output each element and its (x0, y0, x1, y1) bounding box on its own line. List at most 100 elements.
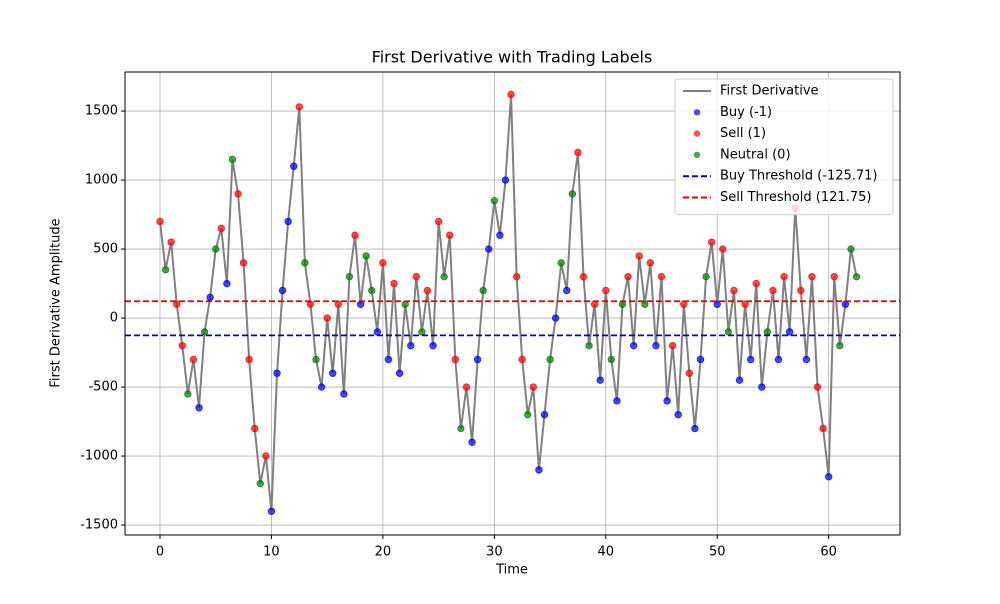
label-point (256, 479, 264, 488)
label-point (429, 341, 437, 350)
label-point (290, 162, 298, 170)
label-point (239, 259, 248, 267)
derivative-line (159, 94, 858, 512)
label-point (167, 238, 175, 246)
label-point (752, 279, 760, 288)
label-point (696, 355, 705, 364)
label-point (702, 272, 710, 281)
label-point (719, 245, 727, 253)
label-point (245, 355, 253, 364)
label-point (262, 452, 270, 460)
y-tick-label: 1500 (85, 104, 118, 119)
label-point (847, 245, 855, 253)
label-point (646, 259, 655, 267)
label-point (312, 355, 320, 364)
label-point (512, 272, 521, 281)
label-point (462, 383, 471, 391)
label-point (345, 272, 354, 281)
label-point (830, 272, 838, 281)
label-point (301, 259, 309, 267)
x-tick-label: 40 (598, 545, 615, 560)
label-point (173, 300, 181, 308)
label-point (423, 286, 432, 295)
label-point (295, 103, 304, 111)
label-point (496, 231, 504, 239)
label-point (836, 341, 844, 350)
label-point (195, 404, 203, 412)
label-point (251, 424, 259, 433)
label-point (184, 390, 192, 398)
legend-label: First Derivative (720, 84, 819, 99)
label-point (228, 155, 237, 164)
label-point (234, 190, 242, 198)
label-point (607, 355, 616, 364)
x-tick-label: 0 (156, 545, 164, 560)
label-point (418, 328, 426, 336)
y-axis-label: First Derivative Amplitude (49, 218, 64, 387)
label-point (763, 328, 772, 336)
plot-frame (124, 71, 901, 536)
legend-label: Sell (1) (720, 126, 766, 141)
label-point (819, 424, 827, 433)
label-point (446, 231, 454, 239)
label-point (535, 466, 543, 474)
label-point (624, 272, 632, 281)
label-point (212, 245, 220, 253)
label-point (730, 286, 738, 295)
label-point (217, 224, 225, 233)
label-point (473, 355, 482, 364)
label-point (758, 383, 766, 391)
label-point (407, 341, 415, 350)
label-point (713, 300, 721, 308)
label-point (340, 390, 348, 398)
label-point (579, 272, 588, 281)
x-tick-label: 60 (820, 545, 837, 560)
label-point (379, 259, 387, 267)
label-point (635, 252, 643, 260)
label-point (546, 355, 554, 364)
label-point (707, 238, 716, 246)
label-point (724, 328, 733, 336)
label-point (267, 507, 276, 515)
label-point (785, 328, 794, 336)
chart-title: First Derivative with Trading Labels (372, 48, 653, 67)
label-point (457, 424, 465, 433)
label-point (479, 286, 487, 295)
label-point (852, 272, 861, 281)
label-point (551, 314, 560, 322)
label-point (156, 217, 164, 226)
label-point (540, 410, 549, 419)
label-point (563, 286, 571, 295)
label-point (317, 383, 326, 391)
legend-label: Buy Threshold (-125.71) (720, 169, 878, 184)
label-point (557, 259, 565, 267)
label-point (329, 369, 337, 377)
label-point (451, 355, 460, 364)
label-point (362, 252, 370, 260)
label-point (741, 300, 749, 308)
label-point (323, 314, 331, 322)
y-tick-label: 0 (110, 311, 118, 326)
label-point (384, 355, 393, 364)
label-point (691, 424, 699, 433)
label-point (797, 286, 805, 295)
label-point (373, 328, 382, 336)
label-point (485, 245, 493, 253)
legend-marker (693, 109, 701, 116)
label-point (574, 148, 582, 157)
label-point (529, 383, 538, 391)
label-point (824, 473, 833, 481)
label-point (206, 293, 214, 302)
label-point (652, 341, 660, 350)
legend-label: Buy (-1) (720, 105, 772, 120)
label-point (596, 376, 604, 384)
x-tick-label: 30 (486, 545, 503, 560)
label-point (351, 231, 359, 239)
label-point (468, 438, 476, 446)
legend-label: Neutral (0) (720, 147, 791, 162)
label-point (412, 272, 421, 281)
label-point (223, 279, 231, 288)
label-point (802, 355, 811, 364)
